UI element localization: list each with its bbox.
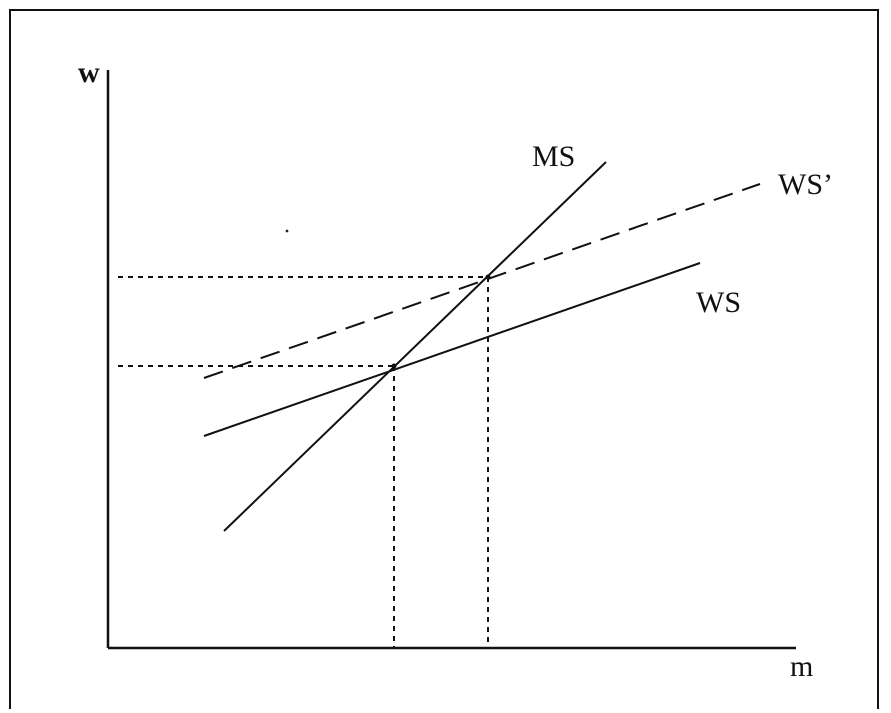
- x-axis-label: m: [790, 650, 814, 683]
- ws-prime-curve: [203, 183, 761, 379]
- ws-prime-curve-label: WS’: [778, 168, 833, 201]
- y-axis-label: w: [78, 56, 100, 89]
- equilibrium-point-ms-ws-prime: [485, 274, 491, 280]
- ms-curve-label: MS: [532, 140, 576, 173]
- figure-frame: [9, 9, 879, 709]
- equilibrium-point-ms-ws: [391, 363, 397, 369]
- ws-curve: [203, 262, 701, 437]
- ms-curve: [223, 161, 607, 532]
- scan-speck: [285, 229, 289, 233]
- ws-curve-label: WS: [696, 286, 741, 319]
